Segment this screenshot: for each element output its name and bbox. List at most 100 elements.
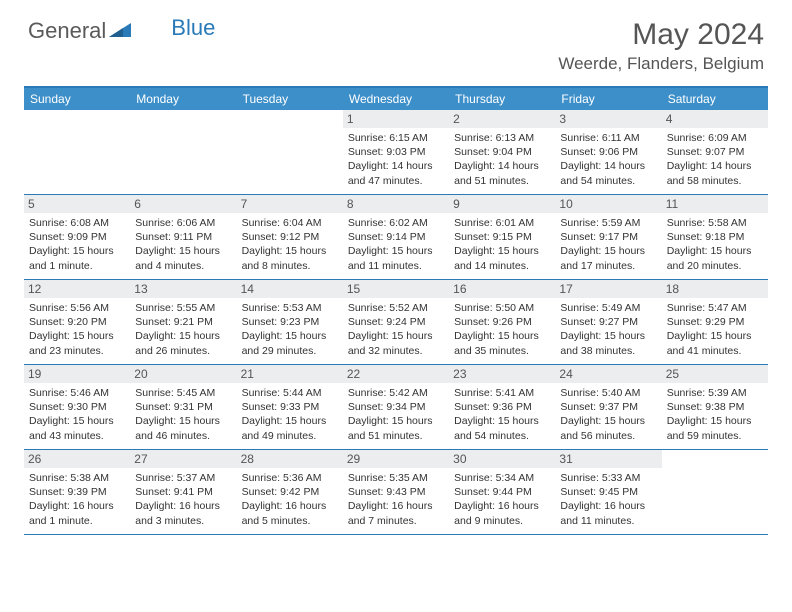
day-cell: 10Sunrise: 5:59 AMSunset: 9:17 PMDayligh… xyxy=(555,195,661,279)
day-cell: 8 Sunrise: 6:02 AMSunset: 9:14 PMDaylight… xyxy=(343,195,449,279)
day-cell: 22 Sunrise: 5:42 AMSunset: 9:34 PMDayligh… xyxy=(343,365,449,449)
day-details: Sunrise: 5:53 AMSunset: 9:23 PMDaylight:… xyxy=(242,301,338,358)
day-details: Sunrise: 6:06 AMSunset: 9:11 PMDaylight:… xyxy=(135,216,231,273)
week-row: 19Sunrise: 5:46 AMSunset: 9:30 PMDayligh… xyxy=(24,365,768,450)
day-number: 19 xyxy=(24,365,130,383)
day-cell xyxy=(24,110,130,194)
day-number xyxy=(237,110,343,114)
day-cell: 20 Sunrise: 5:45 AMSunset: 9:31 PMDayligh… xyxy=(130,365,236,449)
day-details: Sunrise: 5:41 AMSunset: 9:36 PMDaylight:… xyxy=(454,386,550,443)
week-row: 5 Sunrise: 6:08 AMSunset: 9:09 PMDaylight… xyxy=(24,195,768,280)
weekday-label: Wednesday xyxy=(343,88,449,110)
day-cell: 18 Sunrise: 5:47 AMSunset: 9:29 PMDayligh… xyxy=(662,280,768,364)
day-details: Sunrise: 5:40 AMSunset: 9:37 PMDaylight:… xyxy=(560,386,656,443)
day-number: 17 xyxy=(555,280,661,298)
day-number: 3 xyxy=(555,110,661,128)
month-title: May 2024 xyxy=(558,18,764,52)
day-number: 20 xyxy=(130,365,236,383)
day-details: Sunrise: 5:56 AMSunset: 9:20 PMDaylight:… xyxy=(29,301,125,358)
day-cell: 30 Sunrise: 5:34 AMSunset: 9:44 PMDayligh… xyxy=(449,450,555,534)
week-row: 12 Sunrise: 5:56 AMSunset: 9:20 PMDayligh… xyxy=(24,280,768,365)
day-number: 22 xyxy=(343,365,449,383)
day-number xyxy=(24,110,130,114)
location: Weerde, Flanders, Belgium xyxy=(558,54,764,74)
weekday-header: SundayMondayTuesdayWednesdayThursdayFrid… xyxy=(24,88,768,110)
week-row: 26Sunrise: 5:38 AMSunset: 9:39 PMDayligh… xyxy=(24,450,768,535)
day-number: 1 xyxy=(343,110,449,128)
day-number: 28 xyxy=(237,450,343,468)
day-number: 4 xyxy=(662,110,768,128)
day-details: Sunrise: 5:33 AMSunset: 9:45 PMDaylight:… xyxy=(560,471,656,528)
day-cell: 4 Sunrise: 6:09 AMSunset: 9:07 PMDaylight… xyxy=(662,110,768,194)
day-cell xyxy=(130,110,236,194)
day-details: Sunrise: 5:35 AMSunset: 9:43 PMDaylight:… xyxy=(348,471,444,528)
day-cell: 17Sunrise: 5:49 AMSunset: 9:27 PMDayligh… xyxy=(555,280,661,364)
day-details: Sunrise: 6:15 AMSunset: 9:03 PMDaylight:… xyxy=(348,131,444,188)
day-cell: 7Sunrise: 6:04 AMSunset: 9:12 PMDaylight… xyxy=(237,195,343,279)
day-cell: 25 Sunrise: 5:39 AMSunset: 9:38 PMDayligh… xyxy=(662,365,768,449)
day-details: Sunrise: 6:01 AMSunset: 9:15 PMDaylight:… xyxy=(454,216,550,273)
day-number: 29 xyxy=(343,450,449,468)
day-number: 11 xyxy=(662,195,768,213)
day-cell: 28Sunrise: 5:36 AMSunset: 9:42 PMDayligh… xyxy=(237,450,343,534)
day-number: 15 xyxy=(343,280,449,298)
day-details: Sunrise: 6:02 AMSunset: 9:14 PMDaylight:… xyxy=(348,216,444,273)
weekday-label: Thursday xyxy=(449,88,555,110)
day-number: 25 xyxy=(662,365,768,383)
day-cell: 12 Sunrise: 5:56 AMSunset: 9:20 PMDayligh… xyxy=(24,280,130,364)
day-cell xyxy=(662,450,768,534)
day-details: Sunrise: 5:42 AMSunset: 9:34 PMDaylight:… xyxy=(348,386,444,443)
day-number: 30 xyxy=(449,450,555,468)
day-cell: 21Sunrise: 5:44 AMSunset: 9:33 PMDayligh… xyxy=(237,365,343,449)
logo: General Blue xyxy=(28,18,215,44)
day-number: 18 xyxy=(662,280,768,298)
day-cell: 23Sunrise: 5:41 AMSunset: 9:36 PMDayligh… xyxy=(449,365,555,449)
day-number: 27 xyxy=(130,450,236,468)
day-cell: 24 Sunrise: 5:40 AMSunset: 9:37 PMDayligh… xyxy=(555,365,661,449)
day-cell: 2 Sunrise: 6:13 AMSunset: 9:04 PMDaylight… xyxy=(449,110,555,194)
day-number: 6 xyxy=(130,195,236,213)
day-number: 24 xyxy=(555,365,661,383)
day-cell: 11 Sunrise: 5:58 AMSunset: 9:18 PMDayligh… xyxy=(662,195,768,279)
day-number: 5 xyxy=(24,195,130,213)
day-details: Sunrise: 6:11 AMSunset: 9:06 PMDaylight:… xyxy=(560,131,656,188)
day-number xyxy=(130,110,236,114)
day-cell: 31 Sunrise: 5:33 AMSunset: 9:45 PMDayligh… xyxy=(555,450,661,534)
day-number: 26 xyxy=(24,450,130,468)
day-cell: 5 Sunrise: 6:08 AMSunset: 9:09 PMDaylight… xyxy=(24,195,130,279)
day-details: Sunrise: 6:08 AMSunset: 9:09 PMDaylight:… xyxy=(29,216,125,273)
day-details: Sunrise: 5:50 AMSunset: 9:26 PMDaylight:… xyxy=(454,301,550,358)
day-details: Sunrise: 5:44 AMSunset: 9:33 PMDaylight:… xyxy=(242,386,338,443)
title-block: May 2024 Weerde, Flanders, Belgium xyxy=(558,18,764,74)
day-number: 31 xyxy=(555,450,661,468)
weekday-label: Tuesday xyxy=(237,88,343,110)
day-number: 16 xyxy=(449,280,555,298)
day-cell xyxy=(237,110,343,194)
day-details: Sunrise: 6:09 AMSunset: 9:07 PMDaylight:… xyxy=(667,131,763,188)
day-number: 10 xyxy=(555,195,661,213)
day-details: Sunrise: 5:34 AMSunset: 9:44 PMDaylight:… xyxy=(454,471,550,528)
day-cell: 15Sunrise: 5:52 AMSunset: 9:24 PMDayligh… xyxy=(343,280,449,364)
weekday-label: Friday xyxy=(555,88,661,110)
day-details: Sunrise: 5:47 AMSunset: 9:29 PMDaylight:… xyxy=(667,301,763,358)
day-details: Sunrise: 5:37 AMSunset: 9:41 PMDaylight:… xyxy=(135,471,231,528)
day-cell: 13Sunrise: 5:55 AMSunset: 9:21 PMDayligh… xyxy=(130,280,236,364)
day-number: 12 xyxy=(24,280,130,298)
day-number xyxy=(662,450,768,454)
day-details: Sunrise: 5:58 AMSunset: 9:18 PMDaylight:… xyxy=(667,216,763,273)
logo-text-blue: Blue xyxy=(171,15,215,41)
day-cell: 19Sunrise: 5:46 AMSunset: 9:30 PMDayligh… xyxy=(24,365,130,449)
day-details: Sunrise: 6:04 AMSunset: 9:12 PMDaylight:… xyxy=(242,216,338,273)
day-number: 2 xyxy=(449,110,555,128)
day-cell: 6 Sunrise: 6:06 AMSunset: 9:11 PMDaylight… xyxy=(130,195,236,279)
day-number: 8 xyxy=(343,195,449,213)
week-row: 1 Sunrise: 6:15 AMSunset: 9:03 PMDaylight… xyxy=(24,110,768,195)
day-cell: 3 Sunrise: 6:11 AMSunset: 9:06 PMDaylight… xyxy=(555,110,661,194)
day-details: Sunrise: 5:55 AMSunset: 9:21 PMDaylight:… xyxy=(135,301,231,358)
day-details: Sunrise: 6:13 AMSunset: 9:04 PMDaylight:… xyxy=(454,131,550,188)
weekday-label: Saturday xyxy=(662,88,768,110)
weekday-label: Monday xyxy=(130,88,236,110)
day-details: Sunrise: 5:39 AMSunset: 9:38 PMDaylight:… xyxy=(667,386,763,443)
day-cell: 16 Sunrise: 5:50 AMSunset: 9:26 PMDayligh… xyxy=(449,280,555,364)
day-details: Sunrise: 5:45 AMSunset: 9:31 PMDaylight:… xyxy=(135,386,231,443)
